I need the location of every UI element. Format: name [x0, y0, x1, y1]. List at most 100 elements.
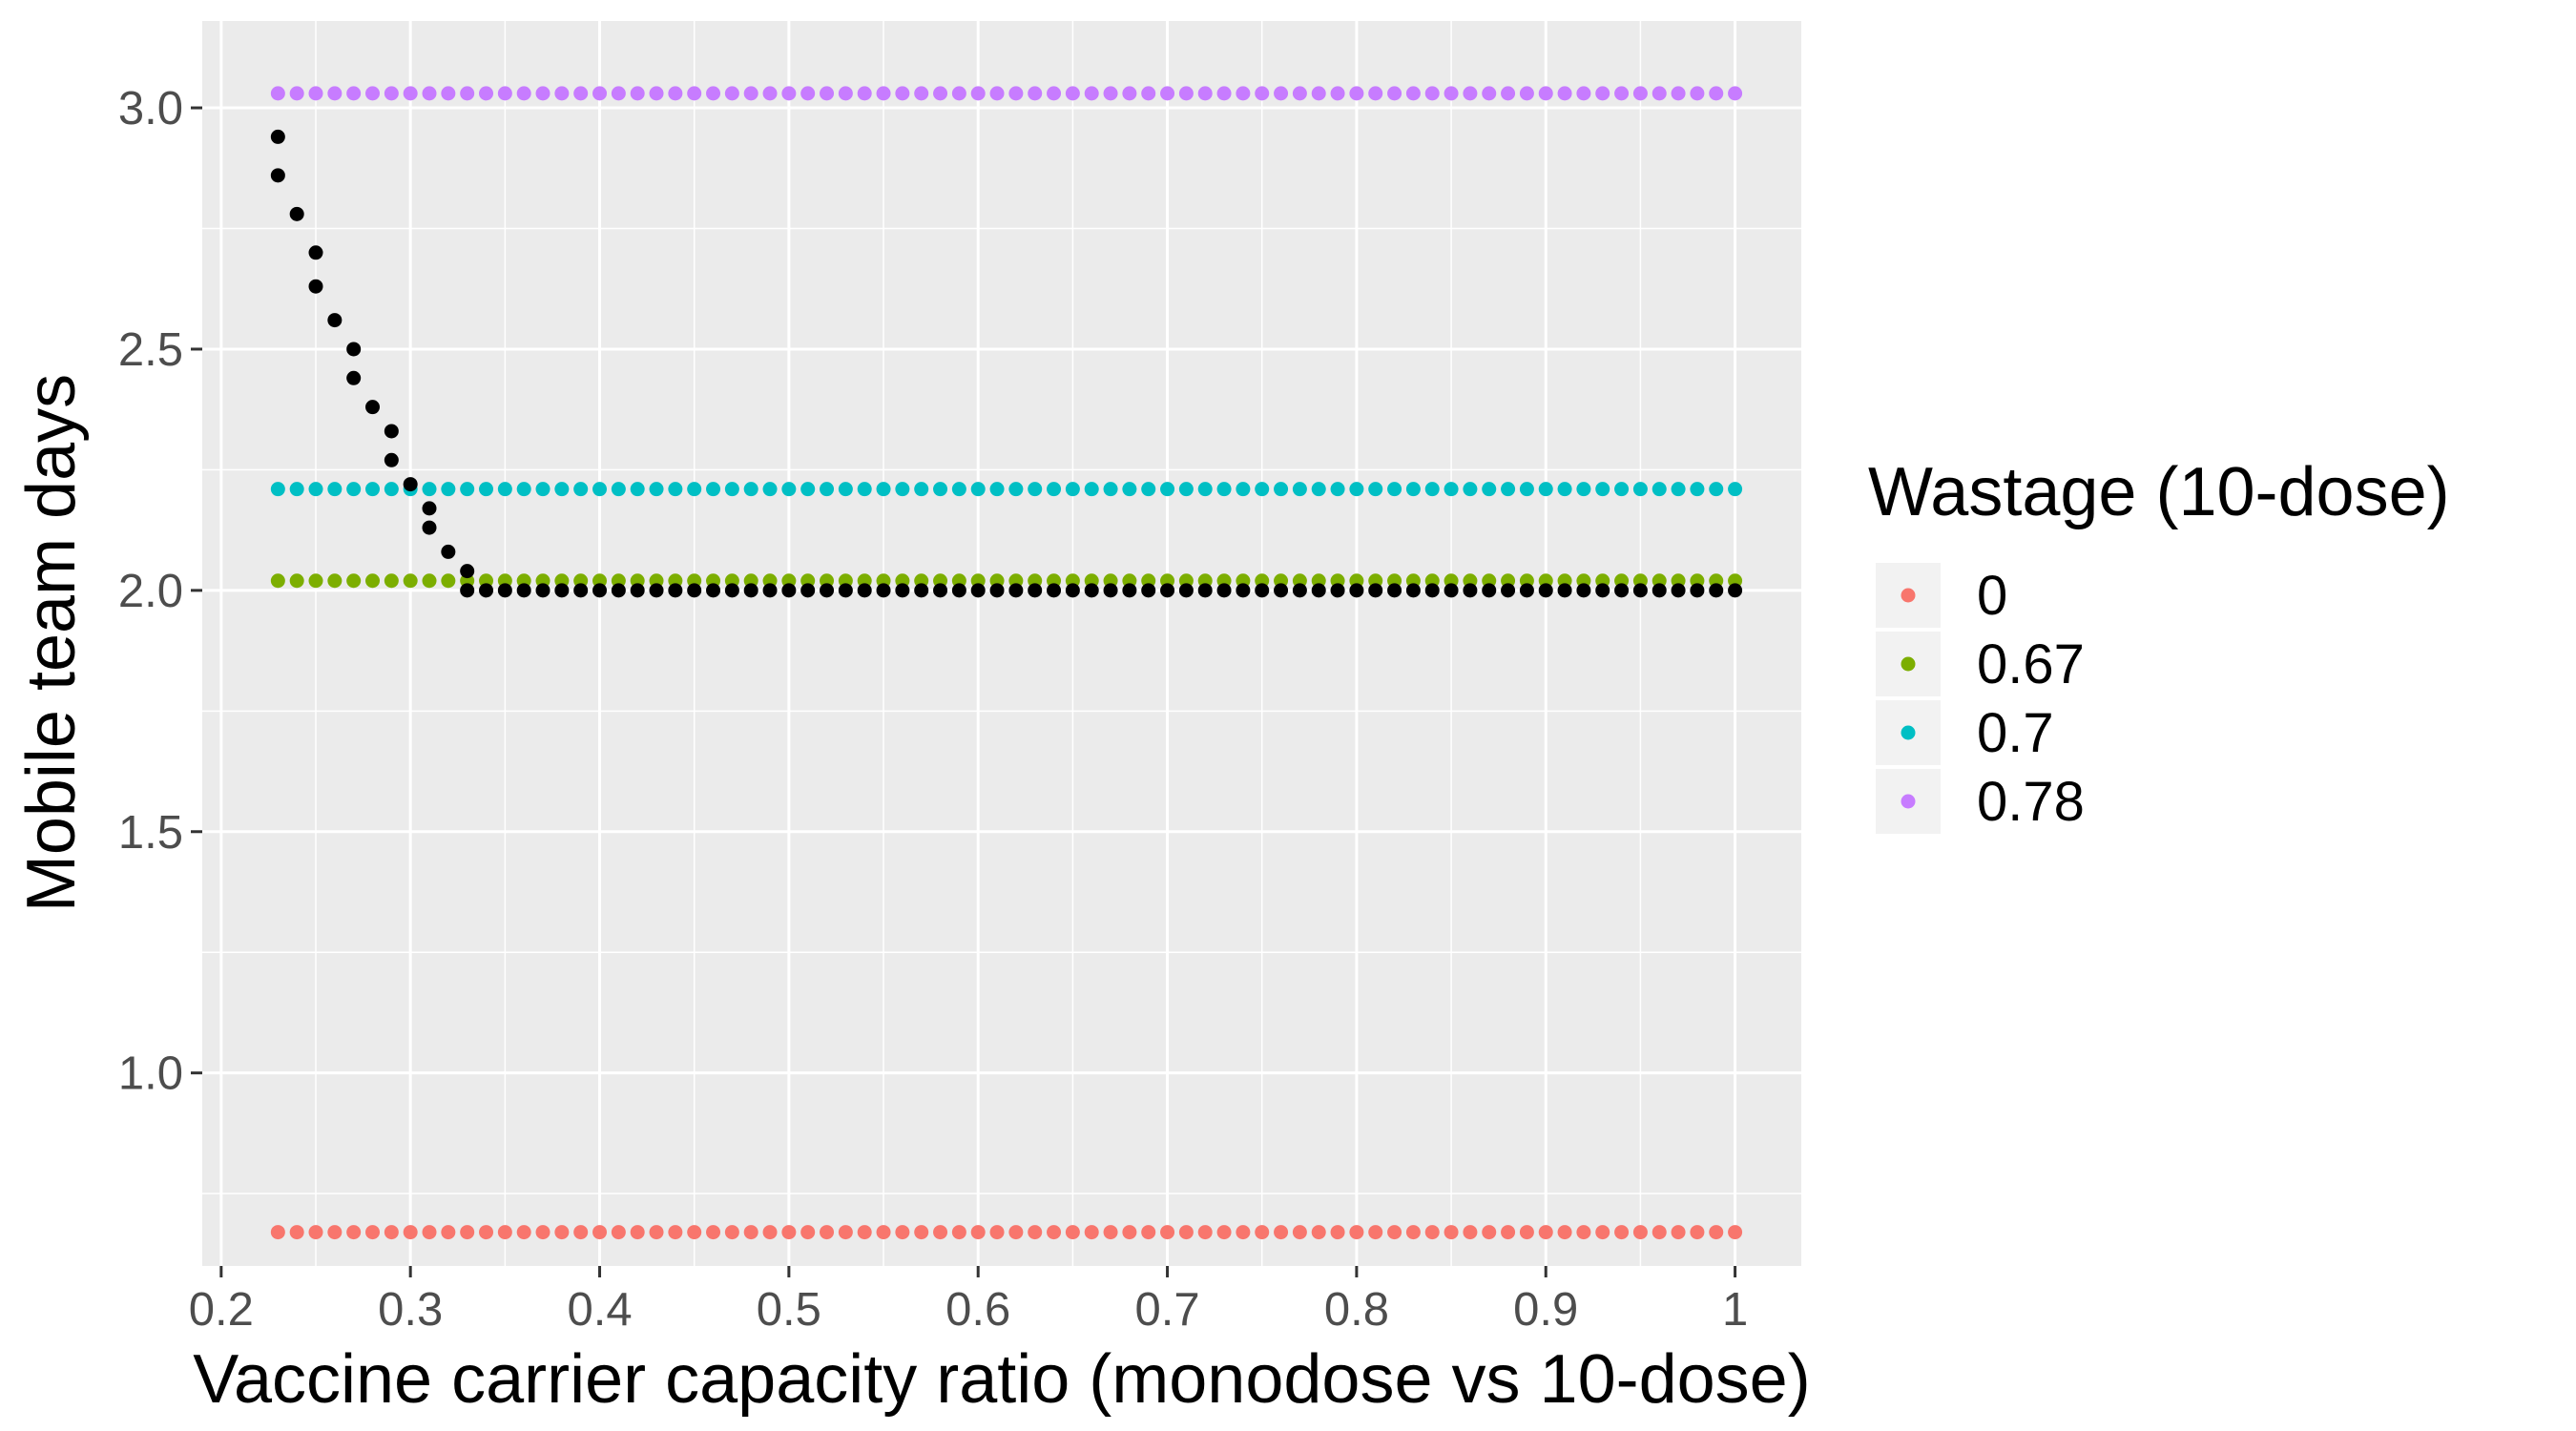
data-point [1330, 583, 1345, 598]
data-point [289, 573, 304, 589]
data-point [1405, 1225, 1421, 1240]
data-point [1501, 1225, 1516, 1240]
data-point [1482, 583, 1497, 598]
data-point [1216, 482, 1232, 497]
data-point [857, 583, 872, 598]
data-point [441, 86, 456, 101]
x-tick-label: 0.5 [757, 1284, 821, 1336]
data-point [289, 482, 304, 497]
data-point [743, 583, 758, 598]
data-point [365, 400, 381, 415]
data-point [1292, 583, 1307, 598]
data-point [403, 477, 418, 492]
data-point [1728, 583, 1743, 598]
data-point [346, 1225, 362, 1240]
data-point [270, 1225, 285, 1240]
data-point [1463, 1225, 1478, 1240]
data-point [914, 583, 929, 598]
data-point [479, 86, 494, 101]
data-point [441, 1225, 456, 1240]
data-point [1424, 86, 1440, 101]
data-point [857, 1225, 872, 1240]
data-point [1216, 1225, 1232, 1240]
data-point [497, 482, 512, 497]
data-point [951, 86, 966, 101]
data-point [327, 86, 343, 101]
data-point [838, 583, 853, 598]
data-point [630, 1225, 645, 1240]
data-point [1122, 86, 1137, 101]
data-point [1519, 1225, 1534, 1240]
data-point [270, 168, 285, 183]
data-point [460, 1225, 475, 1240]
x-axis-title: Vaccine carrier capacity ratio (monodose… [193, 1341, 1810, 1418]
data-point [1652, 1225, 1667, 1240]
data-point [1216, 86, 1232, 101]
data-point [1501, 482, 1516, 497]
data-point [573, 86, 589, 101]
data-point [592, 86, 608, 101]
y-axis-title: Mobile team days [13, 374, 90, 912]
data-point [1008, 86, 1024, 101]
data-point [289, 206, 304, 221]
data-point [1387, 1225, 1402, 1240]
data-point [592, 482, 608, 497]
data-point [970, 1225, 986, 1240]
data-point [479, 1225, 494, 1240]
data-point [1141, 583, 1156, 598]
data-point [1444, 583, 1459, 598]
data-point [497, 583, 512, 598]
data-point [384, 573, 399, 589]
x-axis: 0.2 0.3 0.4 0.5 0.6 0.7 0.8 0.9 1 [189, 1266, 1748, 1336]
data-point [270, 86, 285, 101]
data-point [516, 1225, 531, 1240]
data-point [1709, 86, 1724, 101]
data-point [989, 583, 1005, 598]
data-point [1197, 583, 1213, 598]
data-point [573, 583, 589, 598]
data-point [422, 520, 437, 535]
data-point [1538, 1225, 1553, 1240]
data-point [611, 1225, 626, 1240]
data-point [308, 1225, 323, 1240]
data-point [516, 482, 531, 497]
data-point [895, 583, 910, 598]
legend-label: 0 [1977, 565, 2007, 627]
data-point [611, 482, 626, 497]
data-point [460, 482, 475, 497]
data-point [1614, 482, 1630, 497]
data-point [706, 86, 721, 101]
data-point [308, 279, 323, 294]
data-point [346, 573, 362, 589]
data-point [762, 86, 778, 101]
data-point [1519, 86, 1534, 101]
data-point [1103, 86, 1118, 101]
data-point [460, 86, 475, 101]
data-point [346, 86, 362, 101]
data-point [1632, 482, 1648, 497]
data-point [384, 482, 399, 497]
data-point [403, 86, 418, 101]
data-point [687, 1225, 702, 1240]
data-point [289, 1225, 304, 1240]
data-point [270, 129, 285, 144]
data-point [460, 583, 475, 598]
data-point [308, 245, 323, 260]
data-point [1349, 86, 1364, 101]
data-point [895, 482, 910, 497]
data-point [914, 482, 929, 497]
data-point [1236, 1225, 1251, 1240]
data-point [1614, 1225, 1630, 1240]
data-point [1405, 86, 1421, 101]
data-point [327, 1225, 343, 1240]
data-point [1103, 482, 1118, 497]
data-point [1160, 86, 1175, 101]
data-point [1141, 482, 1156, 497]
data-point [687, 583, 702, 598]
data-point [876, 482, 891, 497]
data-point [1368, 86, 1383, 101]
data-point [1160, 482, 1175, 497]
data-point [1274, 86, 1289, 101]
data-point [1538, 583, 1553, 598]
y-tick-label: 1.5 [118, 807, 183, 859]
